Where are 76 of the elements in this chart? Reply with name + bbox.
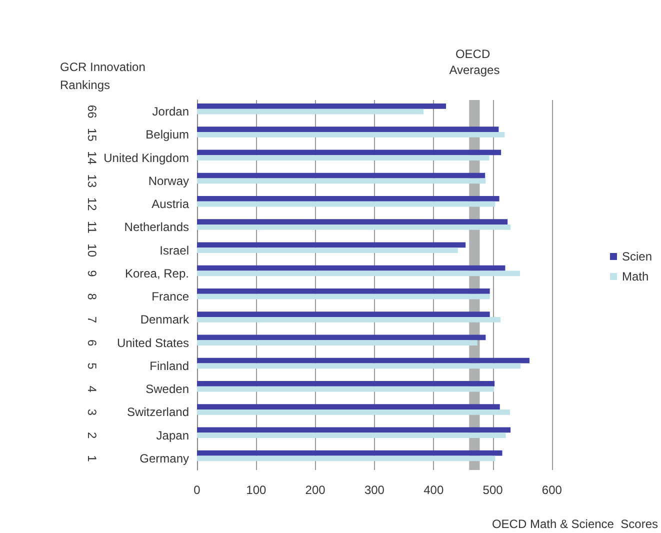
bar bbox=[197, 224, 511, 230]
x-axis-title: OECD Math & Science Scores bbox=[492, 517, 658, 531]
bar bbox=[197, 450, 502, 456]
bar bbox=[197, 108, 424, 114]
bar bbox=[197, 172, 486, 178]
band-label: OECD Averages bbox=[449, 47, 500, 77]
bar bbox=[197, 219, 508, 224]
bar bbox=[197, 386, 494, 392]
bar bbox=[197, 294, 490, 300]
text: 8 bbox=[85, 293, 99, 300]
y-tick-label: Germany bbox=[140, 451, 189, 466]
bar bbox=[197, 334, 486, 340]
bar bbox=[197, 409, 510, 415]
bar bbox=[197, 363, 521, 369]
bar bbox=[197, 103, 446, 109]
bar bbox=[197, 432, 506, 438]
bar bbox=[197, 150, 502, 156]
text: 66 bbox=[85, 104, 99, 119]
y-tick-label: Sweden bbox=[146, 382, 189, 396]
y-tick-label: United States bbox=[116, 336, 189, 350]
legend-label: Math bbox=[622, 270, 649, 284]
y-tick-label: France bbox=[152, 290, 190, 304]
bar bbox=[197, 126, 499, 132]
text: 6 bbox=[85, 339, 99, 346]
bar bbox=[197, 427, 511, 433]
x-tick-label: 600 bbox=[542, 483, 562, 497]
bar bbox=[197, 340, 478, 346]
text: 3 bbox=[85, 408, 99, 416]
y-tick-label: Denmark bbox=[140, 312, 190, 327]
bar bbox=[197, 178, 486, 184]
y-tick-label: Norway bbox=[148, 174, 189, 188]
text: 13 bbox=[85, 174, 99, 188]
bar bbox=[197, 132, 505, 138]
x-tick-label: 400 bbox=[424, 483, 444, 497]
x-tick-label: 0 bbox=[194, 483, 201, 497]
bar bbox=[197, 288, 490, 294]
text: 2 bbox=[85, 432, 99, 439]
x-tick-label: 300 bbox=[364, 483, 385, 497]
bar bbox=[197, 201, 496, 207]
y-tick-label: Japan bbox=[156, 428, 189, 442]
y-tick-label: Belgium bbox=[146, 128, 189, 142]
text: 15 bbox=[85, 128, 99, 142]
bar bbox=[197, 155, 490, 161]
text: 4 bbox=[85, 386, 99, 393]
legend-label: Scien bbox=[622, 250, 652, 264]
text: 10 bbox=[85, 244, 99, 258]
bar bbox=[197, 358, 530, 364]
bar bbox=[197, 380, 495, 386]
text: 5 bbox=[85, 362, 99, 370]
text: 7 bbox=[85, 316, 99, 324]
bar bbox=[197, 265, 506, 271]
y-tick-label: Jordan bbox=[152, 104, 189, 119]
bar bbox=[197, 270, 520, 276]
y-tick-label: Israel bbox=[160, 243, 189, 258]
bar bbox=[197, 316, 500, 322]
y-tick-label: Netherlands bbox=[124, 220, 189, 234]
text: 14 bbox=[85, 151, 99, 165]
bar bbox=[197, 248, 458, 254]
x-tick-label: 100 bbox=[246, 483, 266, 497]
y-tick-label: Korea, Rep. bbox=[124, 266, 189, 280]
y-tick-label: United Kingdom bbox=[104, 150, 189, 165]
y-tick-label: Austria bbox=[152, 197, 190, 212]
bar bbox=[197, 196, 500, 202]
bar bbox=[197, 456, 496, 462]
text: 1 bbox=[85, 455, 99, 462]
x-tick-label: 500 bbox=[482, 483, 504, 497]
bar bbox=[197, 404, 500, 410]
text: GCR Innovation Rankings bbox=[60, 60, 146, 92]
y-tick-label: Finland bbox=[150, 358, 189, 373]
x-tick-label: 200 bbox=[305, 483, 326, 497]
y-tick-label: Switzerland bbox=[126, 405, 189, 420]
bar bbox=[197, 242, 466, 248]
text: 9 bbox=[85, 270, 99, 278]
text: 12 bbox=[85, 197, 99, 212]
text: 11 bbox=[85, 220, 99, 234]
bar bbox=[197, 312, 490, 317]
